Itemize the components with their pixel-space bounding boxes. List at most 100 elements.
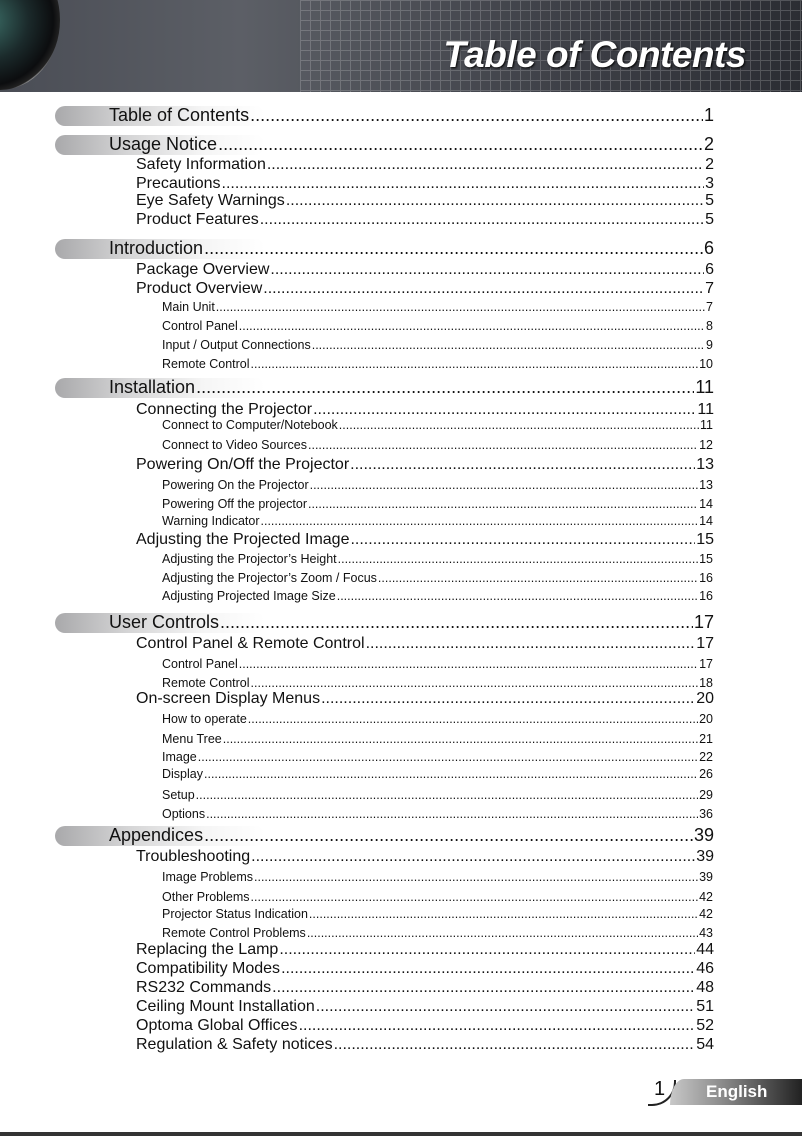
toc-entry-title: Control Panel & Remote Control (136, 635, 365, 653)
dot-leader (312, 338, 705, 352)
dot-leader (286, 192, 704, 210)
toc-entry-level-2[interactable]: Control Panel & Remote Control 17 (136, 635, 714, 653)
toc-entry-level-3[interactable]: Warning Indicator 14 (162, 514, 713, 528)
toc-entry-title: Remote Control Problems (162, 926, 306, 941)
toc-entry-level-2[interactable]: Adjusting the Projected Image 15 (136, 531, 714, 549)
toc-entry-level-3[interactable]: Options 36 (162, 807, 713, 821)
toc-entry-level-2[interactable]: Replacing the Lamp 44 (136, 941, 714, 959)
toc-entry-title: Product Features (136, 211, 259, 229)
toc-entry-level-2[interactable]: Product Overview 7 (136, 280, 714, 298)
dot-leader (321, 690, 695, 708)
toc-entry-title: Connect to Computer/Notebook (162, 418, 338, 433)
toc-entry-level-2[interactable]: On-screen Display Menus 20 (136, 690, 714, 708)
toc-entry-level-3[interactable]: Remote Control Problems 43 (162, 926, 713, 940)
toc-entry-level-2[interactable]: RS232 Commands 48 (136, 979, 714, 997)
toc-entry-title: Image Problems (162, 870, 254, 885)
toc-entry-level-2[interactable]: Powering On/Off the Projector 13 (136, 456, 714, 474)
toc-entry-page: 39 (693, 824, 714, 845)
toc-entry-level-1[interactable]: Introduction 6 (109, 238, 714, 259)
toc-entry-page: 13 (699, 478, 713, 493)
dot-leader (216, 300, 705, 314)
toc-entry-page: 21 (699, 732, 713, 747)
toc-entry-level-2[interactable]: Connecting the Projector 11 (136, 401, 714, 419)
toc-entry-level-1[interactable]: Appendices 39 (109, 825, 714, 846)
toc-entry-level-3[interactable]: Image Problems 39 (162, 870, 713, 884)
toc-entry-level-3[interactable]: Connect to Video Sources 12 (162, 438, 713, 452)
toc-entry-title: User Controls (109, 611, 220, 632)
toc-entry-level-3[interactable]: Remote Control 10 (162, 357, 713, 371)
toc-entry-title: Image (162, 750, 197, 765)
toc-entry-page: 39 (699, 870, 713, 885)
toc-entry-title: Remote Control (162, 676, 250, 691)
toc-entry-page: 7 (705, 280, 714, 298)
toc-entry-level-2[interactable]: Regulation & Safety notices 54 (136, 1036, 714, 1054)
toc-entry-page: 10 (699, 357, 713, 372)
toc-entry-level-3[interactable]: Menu Tree 21 (162, 732, 713, 746)
dot-leader (272, 979, 695, 997)
dot-leader (308, 438, 698, 452)
dot-leader (337, 589, 698, 603)
toc-entry-level-3[interactable]: Control Panel 8 (162, 319, 713, 333)
toc-entry-level-3[interactable]: Control Panel 17 (162, 657, 713, 671)
toc-entry-level-3[interactable]: Adjusting the Projector’s Height 15 (162, 552, 713, 566)
toc-entry-page: 16 (699, 571, 713, 586)
dot-leader (316, 998, 695, 1016)
toc-entry-level-1[interactable]: Usage Notice 2 (109, 134, 714, 155)
toc-entry-level-3[interactable]: Input / Output Connections 9 (162, 338, 713, 352)
toc-entry-level-3[interactable]: Main Unit 7 (162, 300, 713, 314)
toc-entry-level-2[interactable]: Package Overview 6 (136, 261, 714, 279)
toc-entry-level-2[interactable]: Optoma Global Offices 52 (136, 1017, 714, 1035)
toc-entry-level-3[interactable]: Setup 29 (162, 788, 713, 802)
toc-entry-page: 2 (705, 156, 714, 174)
toc-entry-page: 20 (696, 690, 714, 708)
toc-entry-page: 36 (699, 807, 713, 822)
dot-leader (338, 552, 698, 566)
toc-entry-page: 15 (699, 552, 713, 567)
toc-entry-level-2[interactable]: Troubleshooting 39 (136, 848, 714, 866)
dot-leader (223, 732, 698, 746)
toc-entry-level-2[interactable]: Safety Information 2 (136, 156, 714, 174)
dot-leader (261, 514, 699, 528)
dot-leader (378, 571, 698, 585)
toc-entry-page: 6 (703, 237, 714, 258)
toc-entry-page: 26 (699, 767, 713, 782)
toc-entry-title: Adjusting the Projected Image (136, 531, 350, 549)
toc-entry-page: 11 (700, 418, 713, 433)
toc-entry-page: 46 (696, 960, 714, 978)
toc-entry-level-2[interactable]: Product Features 5 (136, 211, 714, 229)
toc-entry-level-2[interactable]: Ceiling Mount Installation 51 (136, 998, 714, 1016)
toc-entry-level-1[interactable]: User Controls 17 (109, 612, 714, 633)
toc-entry-title: Ceiling Mount Installation (136, 998, 315, 1016)
toc-entry-page: 42 (699, 890, 713, 905)
toc-entry-level-3[interactable]: Other Problems 42 (162, 890, 713, 904)
header-banner: Table of Contents (0, 0, 802, 92)
toc-entry-title: Control Panel (162, 319, 238, 334)
dot-leader (339, 418, 699, 432)
language-label: English (706, 1082, 768, 1101)
dot-leader (254, 870, 698, 884)
toc-entry-level-3[interactable]: Powering Off the projector 14 (162, 497, 713, 511)
toc-entry-level-3[interactable]: Image 22 (162, 750, 713, 764)
toc-entry-level-1[interactable]: Table of Contents 1 (109, 105, 714, 126)
dot-leader (299, 1017, 696, 1035)
toc-entry-level-1[interactable]: Installation 11 (109, 377, 714, 398)
toc-entry-page: 20 (699, 712, 713, 727)
dot-leader (204, 238, 703, 259)
toc-entry-level-2[interactable]: Eye Safety Warnings 5 (136, 192, 714, 210)
toc-entry-title: On-screen Display Menus (136, 690, 321, 708)
dot-leader (263, 280, 704, 298)
toc-entry-level-3[interactable]: Display 26 (162, 767, 713, 781)
toc-entry-level-2[interactable]: Compatibility Modes 46 (136, 960, 714, 978)
dot-leader (308, 497, 698, 511)
toc-entry-title: Setup (162, 788, 195, 803)
dot-leader (350, 531, 695, 549)
toc-entry-level-3[interactable]: How to operate 20 (162, 712, 713, 726)
toc-entry-level-3[interactable]: Connect to Computer/Notebook 11 (162, 418, 713, 432)
toc-entry-level-2[interactable]: Precautions 3 (136, 175, 714, 193)
dot-leader (204, 825, 693, 846)
toc-entry-level-3[interactable]: Powering On the Projector 13 (162, 478, 713, 492)
toc-entry-level-3[interactable]: Remote Control 18 (162, 676, 713, 690)
toc-entry-level-3[interactable]: Adjusting Projected Image Size 16 (162, 589, 713, 603)
toc-entry-level-3[interactable]: Adjusting the Projector’s Zoom / Focus 16 (162, 571, 713, 585)
toc-entry-level-3[interactable]: Projector Status Indication 42 (162, 907, 713, 921)
